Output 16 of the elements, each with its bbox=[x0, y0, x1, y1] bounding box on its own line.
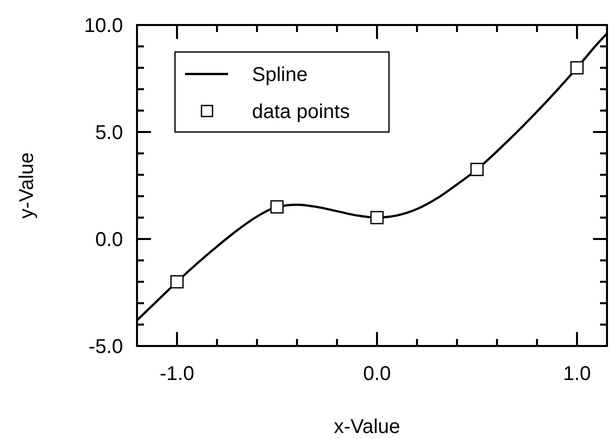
legend-label: Spline bbox=[252, 64, 308, 86]
point bbox=[470, 162, 484, 176]
y-tick-label: 0.0 bbox=[95, 229, 123, 251]
y-tick-label: 5.0 bbox=[95, 122, 123, 144]
x-tick-label: 1.0 bbox=[563, 363, 591, 385]
y-tick-label: -5.0 bbox=[88, 336, 123, 358]
y-axis-title: y-Value bbox=[16, 152, 38, 219]
point bbox=[570, 61, 584, 74]
x-tick-label: 0.0 bbox=[363, 363, 391, 385]
point bbox=[170, 275, 184, 288]
point bbox=[270, 200, 284, 214]
x-tick-label: -1.0 bbox=[160, 363, 194, 385]
legend-label: data points bbox=[252, 101, 350, 123]
point bbox=[370, 210, 384, 224]
x-axis-title: x-Value bbox=[334, 416, 400, 438]
y-tick-label: 10.0 bbox=[84, 15, 123, 37]
